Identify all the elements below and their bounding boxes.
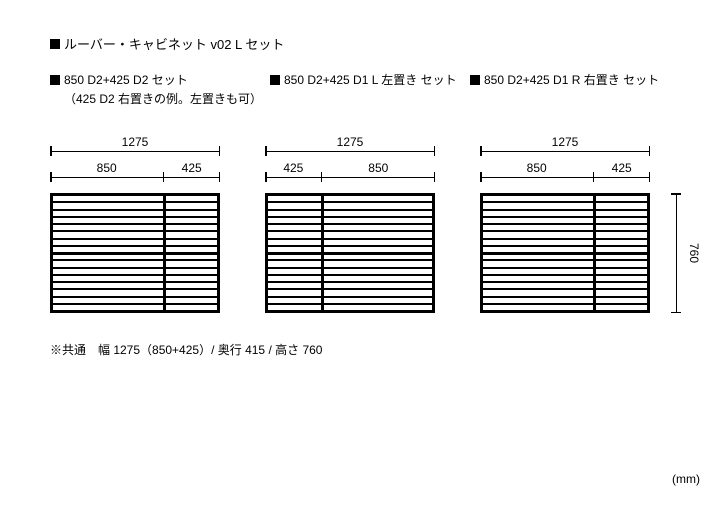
square-bullet-icon bbox=[470, 75, 480, 85]
diagram-a: 1275 850425 bbox=[50, 137, 220, 313]
set-label-b: 850 D2+425 D1 L 左置き セット bbox=[284, 71, 457, 88]
dim-left-label: 425 bbox=[265, 161, 322, 175]
set-label-col-b: 850 D2+425 D1 L 左置き セット bbox=[270, 71, 470, 107]
main-title: ルーバー・キャビネット v02 L セット bbox=[64, 34, 284, 53]
dim-split: 850425 bbox=[480, 163, 650, 189]
dim-total-label: 1275 bbox=[50, 135, 220, 149]
dim-split: 850425 bbox=[50, 163, 220, 189]
square-bullet-icon bbox=[270, 75, 280, 85]
dim-left-label: 850 bbox=[50, 161, 163, 175]
dim-height-label: 760 bbox=[687, 243, 701, 263]
diagram-c: 1275 850425 760 bbox=[480, 137, 650, 313]
dim-total: 1275 bbox=[480, 137, 650, 163]
square-bullet-icon bbox=[50, 75, 60, 85]
common-note: ※共通 幅 1275（850+425）/ 奥行 415 / 高さ 760 bbox=[50, 341, 670, 358]
dim-left-label: 850 bbox=[480, 161, 593, 175]
dim-total: 1275 bbox=[50, 137, 220, 163]
square-bullet-icon bbox=[50, 39, 60, 49]
dim-total-label: 1275 bbox=[265, 135, 435, 149]
set-label-c: 850 D2+425 D1 R 右置き セット bbox=[484, 71, 659, 88]
dim-right-label: 850 bbox=[322, 161, 435, 175]
set-sublabel-a: （425 D2 右置きの例。左置きも可） bbox=[64, 90, 270, 107]
dim-split: 425850 bbox=[265, 163, 435, 189]
set-label-a: 850 D2+425 D2 セット bbox=[64, 71, 188, 88]
diagrams-row: 127585042512754258501275850425760 bbox=[50, 137, 670, 313]
cabinet bbox=[50, 193, 220, 313]
dim-right-label: 425 bbox=[163, 161, 220, 175]
dim-height: 760 bbox=[664, 193, 690, 313]
cabinet bbox=[265, 193, 435, 313]
diagram-b: 1275 425850 bbox=[265, 137, 435, 313]
cabinet: 760 bbox=[480, 193, 650, 313]
dim-right-label: 425 bbox=[593, 161, 650, 175]
set-label-col-c: 850 D2+425 D1 R 右置き セット bbox=[470, 71, 670, 107]
main-title-row: ルーバー・キャビネット v02 L セット bbox=[50, 34, 670, 53]
unit-label: (mm) bbox=[672, 472, 700, 486]
dim-total: 1275 bbox=[265, 137, 435, 163]
set-label-col-a: 850 D2+425 D2 セット （425 D2 右置きの例。左置きも可） bbox=[50, 71, 270, 107]
set-labels-row: 850 D2+425 D2 セット （425 D2 右置きの例。左置きも可） 8… bbox=[50, 71, 670, 107]
dim-total-label: 1275 bbox=[480, 135, 650, 149]
